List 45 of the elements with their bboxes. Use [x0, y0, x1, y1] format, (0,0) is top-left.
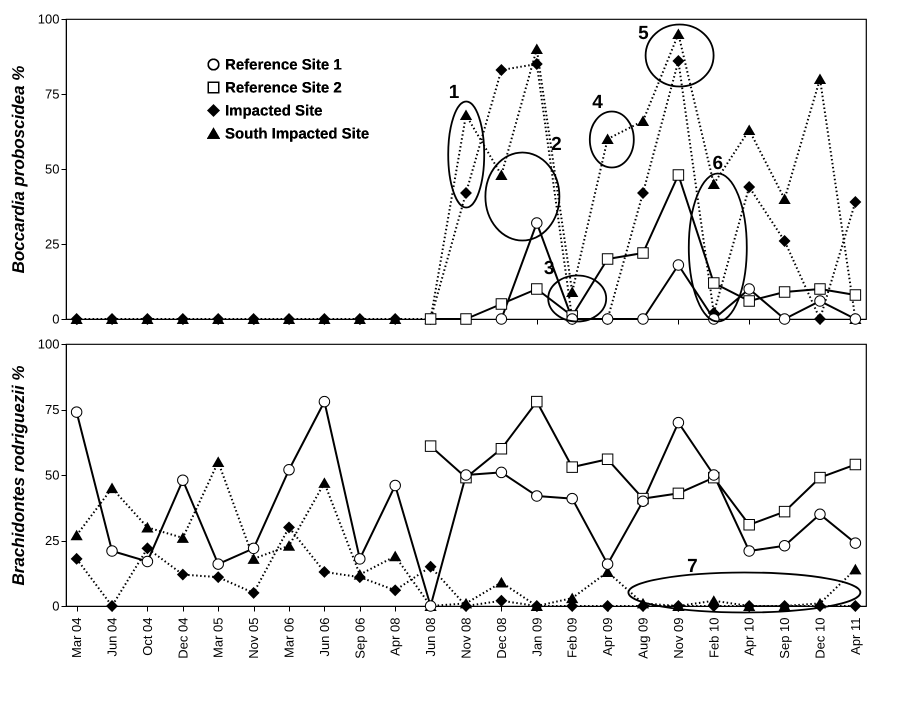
y-tick-label: 75: [45, 402, 60, 417]
x-tick-label: Dec 08: [494, 618, 509, 659]
y-tick-label: 75: [45, 86, 60, 102]
x-tick-label: Oct 04: [140, 618, 155, 656]
legend-label: Reference Site 2: [225, 80, 342, 96]
x-tick-label: Jun 04: [104, 618, 120, 657]
x-tick-label: Aug 09: [635, 618, 650, 659]
y-tick-label: 25: [45, 236, 60, 252]
y-tick-label: 25: [45, 533, 60, 548]
x-tick-label: Nov 09: [670, 618, 686, 659]
y-tick-label: 100: [38, 12, 60, 26]
y-axis-title: Boccardia proboscidea %: [8, 66, 28, 274]
x-tick-label: Apr 11: [848, 618, 863, 655]
x-tick-label: Feb 10: [706, 618, 722, 658]
x-tick-label: Apr 08: [388, 618, 403, 656]
annotation: 5: [638, 23, 650, 44]
x-tick-label: Jun 08: [423, 618, 438, 657]
x-tick-label: Nov 05: [246, 618, 262, 659]
y-tick-label: 50: [45, 468, 60, 482]
y-axis-title: Brachidontes rodriguezii %: [8, 365, 28, 586]
annotation: 7: [687, 556, 698, 577]
x-tick-label: Mar 05: [210, 618, 226, 658]
x-tick-label: Sep 06: [352, 618, 368, 659]
annotation: 4: [592, 92, 604, 113]
x-tick-label: Dec 04: [175, 618, 190, 659]
legend-label: Reference Site 1: [225, 56, 342, 74]
legend-label: South Impacted Site: [225, 126, 370, 142]
y-tick-label: 0: [52, 312, 60, 326]
legend-label: Impacted Site: [225, 102, 323, 120]
x-tick-label: Apr 09: [600, 618, 616, 656]
y-tick-label: 0: [52, 598, 60, 614]
x-tick-label: Apr 10: [742, 618, 757, 656]
annotation: 2: [551, 134, 562, 155]
x-tick-label: Nov 08: [458, 618, 474, 659]
x-tick-label: Mar 04: [69, 618, 84, 658]
x-tick-label: Jan 09: [529, 618, 544, 657]
annotation: 1: [448, 82, 460, 103]
x-tick-label: Dec 10: [812, 618, 828, 659]
annotation: 6: [712, 153, 724, 174]
y-tick-label: 50: [45, 162, 60, 176]
x-tick-label: Jun 06: [316, 618, 332, 657]
x-tick-label: Sep 10: [777, 618, 792, 659]
y-tick-label: 100: [38, 336, 60, 352]
x-tick-label: Mar 06: [282, 618, 297, 658]
x-tick-label: Feb 09: [564, 618, 580, 658]
